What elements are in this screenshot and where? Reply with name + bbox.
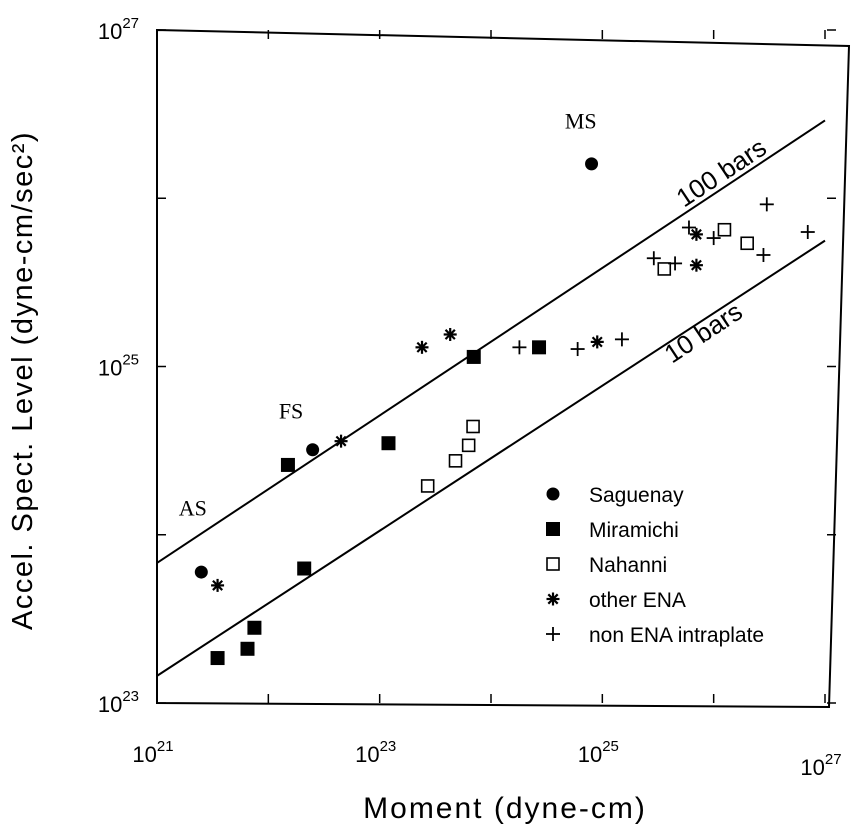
legend-label: Saguenay: [589, 484, 684, 507]
legend-marker: [546, 522, 560, 536]
tick-base: 10: [355, 742, 379, 767]
data-point: [297, 561, 312, 576]
tick-exponent: 23: [122, 688, 139, 705]
data-point: [800, 225, 815, 240]
x-tick-label: 1023: [355, 738, 396, 767]
y-tick-label: 1025: [98, 352, 139, 381]
legend-marker: [546, 487, 560, 501]
x-tick-label: 1021: [132, 738, 173, 767]
data-point: [443, 327, 457, 341]
legend-entry: other ENA: [546, 589, 686, 612]
reference-line: [156, 119, 826, 564]
data-points: [194, 157, 815, 666]
data-point: [512, 340, 527, 355]
data-point: [590, 335, 604, 349]
point-annotation: FS: [279, 399, 303, 424]
data-point: [415, 340, 429, 354]
tick-base: 10: [98, 692, 122, 717]
legend-label: Nahanni: [589, 554, 667, 577]
reference-line: [156, 239, 826, 677]
point-annotation: AS: [179, 496, 207, 521]
data-point: [420, 479, 435, 493]
tick-base: 10: [578, 742, 602, 767]
data-point: [706, 231, 721, 246]
data-point: [646, 251, 661, 266]
legend-marker: [546, 557, 560, 571]
legend-marker: [546, 627, 560, 641]
x-tick-label: 1025: [578, 738, 619, 767]
data-point: [240, 641, 255, 656]
data-point: [280, 457, 295, 472]
reference-line-label: 100 bars: [671, 132, 772, 213]
data-point: [614, 332, 629, 347]
svg-text:1027: 1027: [800, 751, 841, 780]
svg-text:1021: 1021: [132, 738, 173, 767]
data-point: [334, 434, 348, 448]
legend-marker: [546, 592, 560, 606]
y-tick-label: 1023: [98, 688, 139, 717]
legend-label: Miramichi: [589, 519, 679, 542]
tick-base: 10: [98, 356, 122, 381]
data-point: [532, 340, 547, 355]
data-point: [759, 197, 774, 212]
data-point: [448, 454, 463, 468]
data-point: [668, 256, 683, 271]
svg-text:1023: 1023: [355, 738, 396, 767]
plot-border: [156, 28, 851, 709]
y-axis-title: Accel. Spect. Level (dyne-cm/sec²): [7, 131, 39, 630]
data-point: [689, 227, 703, 241]
tick-exponent: 25: [122, 352, 139, 369]
legend-entry: Miramichi: [546, 519, 679, 542]
data-point: [570, 342, 585, 357]
chart-text: AS FS MS Moment (dyne-cm) Accel. Spect. Leve…: [7, 108, 647, 825]
legend-entry: non ENA intraplate: [546, 624, 764, 647]
tick-exponent: 27: [825, 751, 842, 768]
reference-line-label: 10 bars: [659, 296, 748, 369]
data-point: [689, 258, 703, 272]
data-point: [211, 578, 225, 592]
tick-exponent: 25: [602, 738, 619, 755]
data-point: [461, 438, 476, 453]
legend-entry: Saguenay: [546, 484, 684, 507]
data-point: [466, 419, 480, 434]
data-point: [585, 157, 599, 171]
svg-text:1023: 1023: [98, 688, 139, 717]
legend-entry: Nahanni: [546, 554, 667, 577]
x-axis-title: Moment (dyne-cm): [363, 792, 647, 825]
tick-exponent: 21: [157, 738, 174, 755]
data-point: [740, 236, 754, 251]
data-point: [381, 436, 396, 451]
data-point: [466, 349, 481, 364]
svg-text:1025: 1025: [98, 352, 139, 381]
y-tick-label: 1027: [98, 15, 139, 44]
legend-label: non ENA intraplate: [589, 624, 764, 647]
plot-frame: [156, 28, 851, 709]
data-point: [194, 565, 208, 579]
svg-text:1025: 1025: [578, 738, 619, 767]
tick-base: 10: [132, 742, 156, 767]
x-tick-label: 1027: [800, 751, 841, 780]
tick-exponent: 27: [122, 15, 139, 32]
legend: Saguenay Miramichi Nahanni other ENA non ENA…: [546, 484, 764, 647]
point-annotation: MS: [565, 108, 597, 133]
data-point: [247, 620, 262, 635]
data-point: [717, 222, 732, 237]
data-point: [657, 262, 672, 276]
tick-exponent: 23: [380, 738, 397, 755]
data-point: [210, 651, 225, 666]
tick-base: 10: [98, 19, 122, 44]
svg-text:1027: 1027: [98, 15, 139, 44]
data-point: [681, 220, 696, 235]
reference-lines: 100 bars 10 bars: [156, 119, 826, 677]
tick-base: 10: [800, 755, 824, 780]
data-point: [306, 443, 320, 457]
legend-label: other ENA: [589, 589, 686, 612]
data-point: [756, 247, 771, 262]
